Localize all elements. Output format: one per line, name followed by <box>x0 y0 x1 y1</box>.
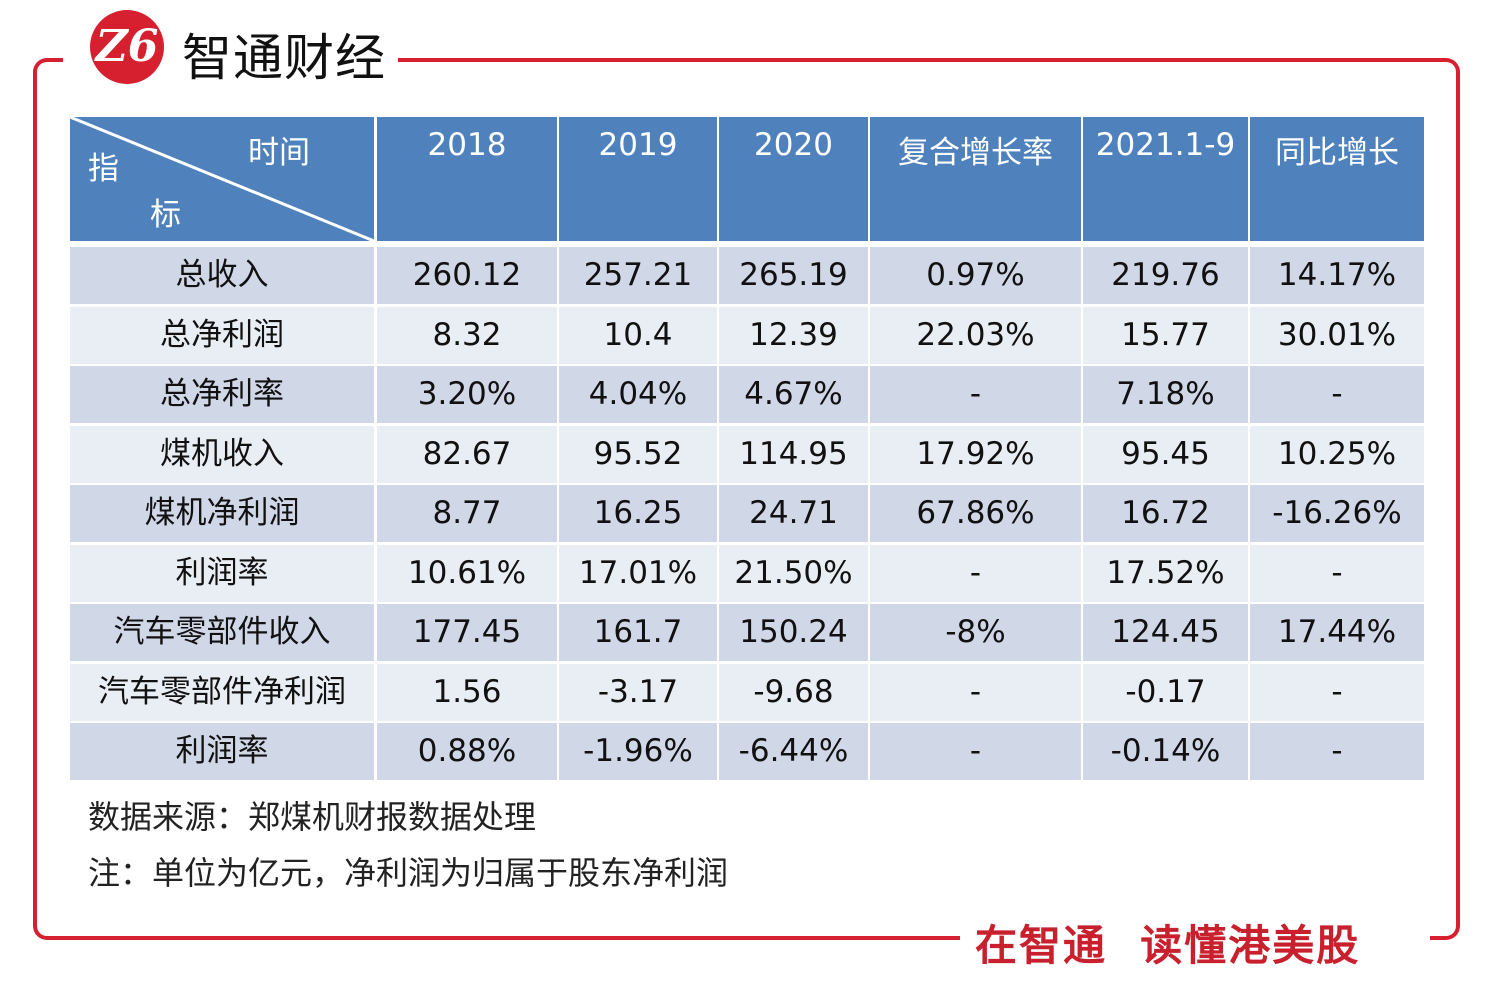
table-cell: -8% <box>870 604 1081 661</box>
table-cell: -16.26% <box>1250 485 1424 542</box>
frame-border-right <box>1430 58 1460 940</box>
table-cell: 265.19 <box>719 247 868 304</box>
frame-border-top <box>385 58 1445 62</box>
table-cell: 17.01% <box>559 544 717 602</box>
table-cell: 124.45 <box>1083 604 1248 661</box>
row-label: 汽车零部件收入 <box>70 604 374 661</box>
table-cell: 24.71 <box>719 485 868 542</box>
table-cell: - <box>1250 723 1424 780</box>
table-cell: 219.76 <box>1083 247 1248 304</box>
table-cell: 82.67 <box>377 425 557 483</box>
table-cell: 4.04% <box>559 366 717 423</box>
column-header: 同比增长 <box>1250 117 1424 241</box>
table-cell: 260.12 <box>377 247 557 304</box>
table-cell: 22.03% <box>870 306 1081 364</box>
table-cell: 257.21 <box>559 247 717 304</box>
table-cell: - <box>1250 366 1424 423</box>
table-cell: -6.44% <box>719 723 868 780</box>
table-cell: 95.52 <box>559 425 717 483</box>
corner-index-2: 标 <box>150 197 181 233</box>
column-header: 2018 <box>377 117 557 241</box>
row-label: 利润率 <box>70 723 374 780</box>
table-cell: 3.20% <box>377 366 557 423</box>
table-cell: -1.96% <box>559 723 717 780</box>
column-header: 2019 <box>559 117 717 241</box>
table-cell: 21.50% <box>719 544 868 602</box>
slogan: 在智通 读懂港美股 <box>965 912 1371 973</box>
table-cell: 17.92% <box>870 425 1081 483</box>
column-header: 2021.1-9 <box>1083 117 1248 241</box>
table-cell: 16.72 <box>1083 485 1248 542</box>
table-cell: 8.77 <box>377 485 557 542</box>
table-cell: 17.52% <box>1083 544 1248 602</box>
table-cell: 30.01% <box>1250 306 1424 364</box>
table-cell: 114.95 <box>719 425 868 483</box>
brand-name: 智通财经 <box>182 18 398 90</box>
table-cell: - <box>870 544 1081 602</box>
corner-time: 时间 <box>248 135 310 171</box>
table-cell: 8.32 <box>377 306 557 364</box>
table-cell: 150.24 <box>719 604 868 661</box>
table-cell: 95.45 <box>1083 425 1248 483</box>
column-header: 2020 <box>719 117 868 241</box>
row-label: 汽车零部件净利润 <box>70 663 374 721</box>
row-label: 煤机净利润 <box>70 485 374 542</box>
table-cell: 4.67% <box>719 366 868 423</box>
table-cell: - <box>1250 544 1424 602</box>
header-corner: 时间 指标 <box>70 117 374 241</box>
frame-border-bottom <box>60 936 960 940</box>
row-label: 总收入 <box>70 247 374 304</box>
table-cell: 10.61% <box>377 544 557 602</box>
row-label: 利润率 <box>70 544 374 602</box>
table-cell: -0.14% <box>1083 723 1248 780</box>
table-cell: 10.4 <box>559 306 717 364</box>
diagonal-divider <box>70 117 374 241</box>
table-cell: 10.25% <box>1250 425 1424 483</box>
table-cell: 177.45 <box>377 604 557 661</box>
table-cell: 1.56 <box>377 663 557 721</box>
table-cell: - <box>870 723 1081 780</box>
table-cell: 161.7 <box>559 604 717 661</box>
column-header: 复合增长率 <box>870 117 1081 241</box>
table-cell: 12.39 <box>719 306 868 364</box>
source-note: 数据来源：郑煤机财报数据处理 <box>88 798 537 836</box>
table-cell: 0.88% <box>377 723 557 780</box>
table-cell: 14.17% <box>1250 247 1424 304</box>
table-cell: 0.97% <box>870 247 1081 304</box>
table-cell: - <box>1250 663 1424 721</box>
frame-border-left <box>33 58 63 940</box>
corner-index-1: 指 <box>88 151 119 187</box>
unit-note: 注：单位为亿元，净利润为归属于股东净利润 <box>88 854 729 892</box>
table-cell: 67.86% <box>870 485 1081 542</box>
brand-logo: Z6 <box>90 10 164 84</box>
table-cell: 7.18% <box>1083 366 1248 423</box>
row-label: 总净利率 <box>70 366 374 423</box>
table-cell: 15.77 <box>1083 306 1248 364</box>
table-cell: - <box>870 663 1081 721</box>
table-cell: 16.25 <box>559 485 717 542</box>
table-cell: - <box>870 366 1081 423</box>
row-label: 煤机收入 <box>70 425 374 483</box>
table-cell: -3.17 <box>559 663 717 721</box>
row-label: 总净利润 <box>70 306 374 364</box>
table-cell: -9.68 <box>719 663 868 721</box>
table-cell: -0.17 <box>1083 663 1248 721</box>
table-cell: 17.44% <box>1250 604 1424 661</box>
